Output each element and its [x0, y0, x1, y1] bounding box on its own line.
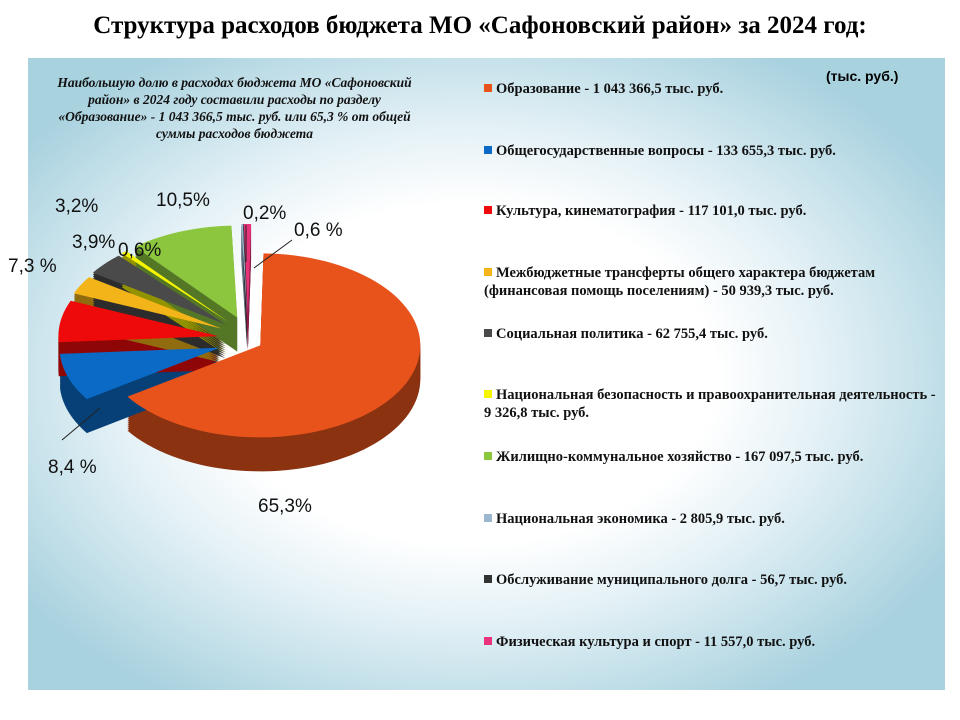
legend-label: Общегосударственные вопросы - 133 655,3 … [496, 143, 836, 159]
leader-line [61, 407, 101, 441]
data-label-2: 7,3 % [8, 256, 57, 277]
pie-slice-side [241, 256, 248, 349]
unit-label: (тыс. руб.) [826, 68, 899, 84]
legend-label: Межбюджетные трансферты общего характера… [484, 265, 876, 299]
legend-item: Образование - 1 043 366,5 тыс. руб. [484, 80, 944, 98]
pie-slice-side [243, 248, 248, 341]
data-label-7: 0,2% [243, 203, 287, 224]
legend-swatch [484, 84, 492, 92]
legend-label: Образование - 1 043 366,5 тыс. руб. [496, 81, 724, 97]
pie-slice-side [241, 254, 248, 347]
legend-item: Национальная безопасность и правоохранит… [484, 386, 944, 422]
data-label-0: 65,3% [258, 496, 312, 517]
legend-label: Социальная политика - 62 755,4 тыс. руб. [496, 326, 768, 342]
legend-swatch [484, 575, 492, 583]
pie-slice-side [241, 250, 248, 343]
pie-slice-side [241, 248, 248, 341]
pie-slice-side [243, 256, 248, 349]
pie-slice-0 [127, 253, 421, 438]
legend-item: Физическая культура и спорт - 11 557,0 т… [484, 633, 944, 651]
pie-slice-side [243, 252, 248, 345]
pie-slice-side [243, 250, 248, 343]
chart-annotation: Наибольшую долю в расходах бюджета МО «С… [57, 75, 412, 141]
pie-slice-5 [121, 251, 229, 322]
pie-slice-8 [243, 224, 248, 317]
legend-label: Национальная безопасность и правоохранит… [484, 387, 936, 421]
legend-item: Жилищно-коммунальное хозяйство - 167 097… [484, 448, 944, 466]
pie-slice-1 [59, 347, 220, 400]
data-label-5: 0,6% [118, 240, 162, 261]
pie-slice-side [243, 258, 248, 351]
legend-swatch [484, 146, 492, 154]
legend-item: Национальная экономика - 2 805,9 тыс. ру… [484, 510, 944, 528]
legend-item: Обслуживание муниципального долга - 56,7… [484, 571, 944, 589]
pie-slice-3 [73, 277, 222, 329]
legend-label: Национальная экономика - 2 805,9 тыс. ру… [496, 511, 785, 527]
legend-item: Межбюджетные трансферты общего характера… [484, 264, 944, 300]
data-label-1: 8,4 % [48, 457, 97, 478]
legend-item: Культура, кинематография - 117 101,0 тыс… [484, 202, 944, 220]
legend-item: Социальная политика - 62 755,4 тыс. руб. [484, 325, 944, 343]
pie-slice-4 [92, 255, 226, 325]
legend-label: Жилищно-коммунальное хозяйство - 167 097… [496, 449, 864, 465]
data-label-3: 3,2% [55, 196, 99, 217]
legend-swatch [484, 268, 492, 276]
pie-slice-side [241, 252, 248, 345]
legend-swatch [484, 514, 492, 522]
pie-slice-7 [241, 224, 248, 317]
pie-slice-6 [135, 225, 238, 318]
pie-slice-side [243, 254, 248, 347]
legend-swatch [484, 390, 492, 398]
pie-slice-2 [58, 300, 219, 343]
pie-slice-side [241, 246, 248, 339]
leader-line [253, 239, 293, 269]
slide-title: Структура расходов бюджета МО «Сафоновск… [93, 12, 867, 39]
legend-swatch [484, 329, 492, 337]
legend-item: Общегосударственные вопросы - 133 655,3 … [484, 142, 944, 160]
data-label-6: 10,5% [156, 190, 210, 211]
data-label-9: 0,6 % [294, 220, 343, 241]
pie-slice-side [241, 258, 248, 351]
legend-swatch [484, 452, 492, 460]
legend-label: Физическая культура и спорт - 11 557,0 т… [496, 634, 816, 650]
legend-swatch [484, 206, 492, 214]
legend-label: Обслуживание муниципального долга - 56,7… [496, 572, 848, 588]
legend-swatch [484, 637, 492, 645]
legend-label: Культура, кинематография - 117 101,0 тыс… [496, 203, 807, 219]
data-label-4: 3,9% [72, 232, 116, 253]
